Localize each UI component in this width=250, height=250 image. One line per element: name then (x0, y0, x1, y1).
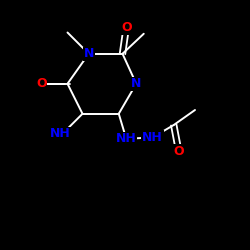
Text: NH: NH (142, 131, 163, 144)
Text: O: O (174, 145, 184, 158)
Text: O: O (121, 21, 132, 34)
Text: N: N (131, 77, 141, 90)
Text: NH: NH (116, 132, 136, 145)
Text: O: O (36, 77, 46, 90)
Text: N: N (84, 47, 94, 60)
Text: NH: NH (50, 127, 70, 140)
